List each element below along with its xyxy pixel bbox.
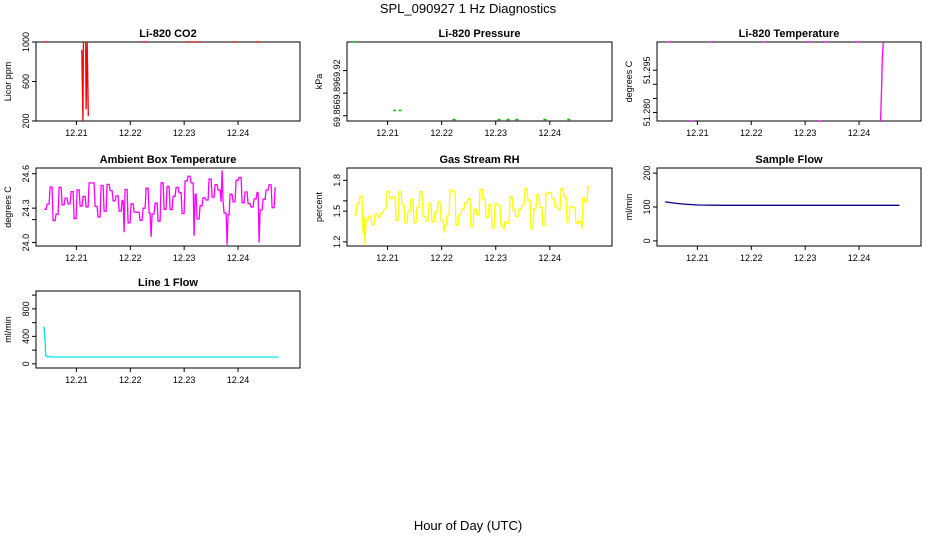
x-tick-label: 12.21 xyxy=(376,128,399,138)
plot-frame xyxy=(656,41,922,122)
x-tick-label: 12.22 xyxy=(119,253,142,263)
panel-li-820-co2: Li-820 CO2 Licor ppm 12.21 12.22 12.23 12.24 2… xyxy=(3,28,301,138)
x-tick-label: 12.22 xyxy=(119,375,142,385)
y-axis-label: degrees C xyxy=(3,186,13,228)
panel-sample-flow: Sample Flow ml/min 12.21 12.22 12.23 12.24 0 10… xyxy=(624,154,922,263)
y-axis-label: ml/min xyxy=(624,194,634,221)
x-tick-label: 12.22 xyxy=(119,128,142,138)
series-line xyxy=(81,41,85,122)
y-tick-label: 24.3 xyxy=(21,199,31,217)
y-tick-label: 24.6 xyxy=(21,165,31,183)
y-tick-label: 200 xyxy=(21,113,31,128)
figure-x-axis-label: Hour of Day (UTC) xyxy=(413,518,523,533)
panel-title: Li-820 CO2 xyxy=(139,28,196,40)
panel-ambient-box-temperature: Ambient Box Temperature degrees C 12.21 12.… xyxy=(3,154,301,263)
y-tick-label: 600 xyxy=(21,74,31,89)
x-tick-label: 12.24 xyxy=(227,253,250,263)
x-tick-label: 12.21 xyxy=(65,253,88,263)
x-tick-label: 12.23 xyxy=(173,253,196,263)
x-tick-label: 12.22 xyxy=(740,253,763,263)
y-tick-label: 1.8 xyxy=(332,174,342,187)
panel-title: Ambient Box Temperature xyxy=(100,154,237,166)
x-tick-label: 12.23 xyxy=(173,128,196,138)
x-tick-label: 12.21 xyxy=(65,375,88,385)
x-tick-label: 12.23 xyxy=(484,253,507,263)
x-tick-label: 12.23 xyxy=(794,253,817,263)
x-tick-label: 12.23 xyxy=(173,375,196,385)
x-tick-label: 12.24 xyxy=(539,128,562,138)
y-tick-label: 51.295 xyxy=(642,56,652,84)
x-tick-label: 12.21 xyxy=(686,128,709,138)
y-tick-label: 1000 xyxy=(21,32,31,52)
x-tick-label: 12.22 xyxy=(740,128,763,138)
y-tick-label: 24.0 xyxy=(21,234,31,252)
y-axis-label: degrees C xyxy=(624,60,634,102)
x-tick-label: 12.21 xyxy=(686,253,709,263)
y-tick-label: 69.89 xyxy=(332,82,342,105)
y-axis-label: kPa xyxy=(314,74,324,90)
y-tick-label: 400 xyxy=(21,329,31,344)
panel-gas-stream-rh: Gas Stream RH percent 12.21 12.22 12.23 12.24… xyxy=(314,154,613,263)
x-tick-label: 12.21 xyxy=(65,128,88,138)
y-tick-label: 51.280 xyxy=(642,99,652,127)
panel-title: Gas Stream RH xyxy=(439,154,519,166)
series-line xyxy=(665,201,900,206)
y-tick-label: 69.92 xyxy=(332,59,342,82)
y-tick-label: 69.86 xyxy=(332,104,342,127)
y-tick-label: 100 xyxy=(642,199,652,214)
x-tick-label: 12.21 xyxy=(376,253,399,263)
plot-frame xyxy=(346,167,613,247)
series-line xyxy=(879,41,884,122)
plot-frame xyxy=(35,167,301,247)
x-tick-label: 12.24 xyxy=(227,128,250,138)
y-tick-label: 200 xyxy=(642,166,652,181)
panel-title: Line 1 Flow xyxy=(138,277,198,289)
y-axis-label: Licor ppm xyxy=(3,62,13,102)
y-tick-label: 0 xyxy=(21,361,31,366)
series-line xyxy=(42,326,279,358)
x-tick-label: 12.23 xyxy=(794,128,817,138)
x-tick-label: 12.23 xyxy=(484,128,507,138)
series-line xyxy=(354,185,590,246)
plot-frame xyxy=(35,290,301,369)
y-tick-label: 800 xyxy=(21,301,31,316)
y-tick-label: 0 xyxy=(642,238,652,243)
plot-frame xyxy=(35,41,301,122)
x-tick-label: 12.22 xyxy=(430,253,453,263)
panel-li-820-temperature: Li-820 Temperature degrees C 12.21 12.22 12.… xyxy=(624,28,922,138)
plot-frame xyxy=(656,167,922,247)
panel-title: Li-820 Pressure xyxy=(439,28,521,40)
panel-li-820-pressure: Li-820 Pressure kPa 12.21 12.22 12.23 12.24 69… xyxy=(314,28,613,138)
panel-line-1-flow: Line 1 Flow ml/min 12.21 12.22 12.23 12.24 0 40… xyxy=(3,277,301,385)
y-tick-label: 1.2 xyxy=(332,236,342,249)
x-tick-label: 12.24 xyxy=(227,375,250,385)
x-tick-label: 12.24 xyxy=(848,128,871,138)
y-axis-label: percent xyxy=(314,191,324,222)
x-tick-label: 12.24 xyxy=(848,253,871,263)
figure-title: SPL_090927 1 Hz Diagnostics xyxy=(379,1,557,16)
panel-title: Li-820 Temperature xyxy=(739,28,840,40)
series-line xyxy=(84,41,89,117)
series-line xyxy=(44,170,277,245)
x-tick-label: 12.22 xyxy=(430,128,453,138)
panel-title: Sample Flow xyxy=(755,154,823,166)
plot-frame xyxy=(346,41,613,122)
y-tick-label: 1.5 xyxy=(332,205,342,218)
x-tick-label: 12.24 xyxy=(539,253,562,263)
y-axis-label: ml/min xyxy=(3,316,13,343)
